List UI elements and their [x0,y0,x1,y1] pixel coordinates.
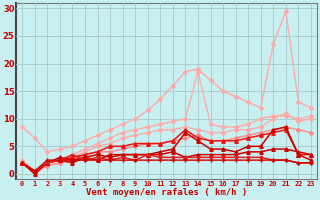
X-axis label: Vent moyen/en rafales ( km/h ): Vent moyen/en rafales ( km/h ) [86,188,247,197]
